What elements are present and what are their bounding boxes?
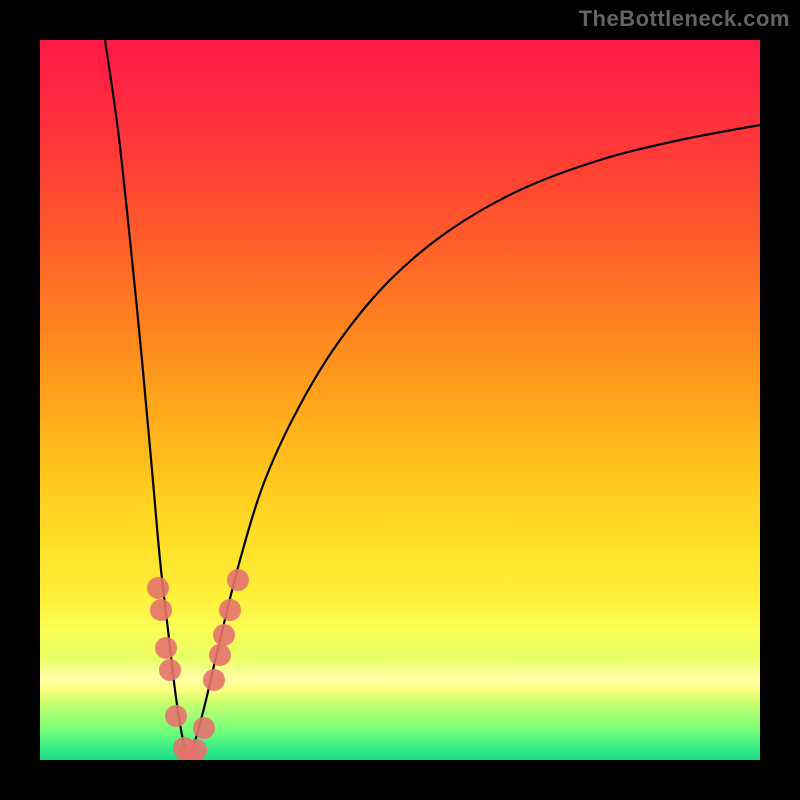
marker-point [165, 705, 187, 727]
gradient-background [40, 40, 760, 760]
marker-point [227, 569, 249, 591]
watermark-text: TheBottleneck.com [579, 6, 790, 32]
marker-point [219, 599, 241, 621]
bottleneck-chart [40, 40, 760, 760]
plot-area [40, 40, 760, 760]
marker-point [150, 599, 172, 621]
marker-point [213, 624, 235, 646]
marker-point [155, 637, 177, 659]
marker-point [159, 659, 181, 681]
marker-point [147, 577, 169, 599]
marker-point [193, 717, 215, 739]
marker-point [209, 644, 231, 666]
chart-frame: TheBottleneck.com [0, 0, 800, 800]
marker-point [185, 739, 207, 760]
marker-point [203, 669, 225, 691]
